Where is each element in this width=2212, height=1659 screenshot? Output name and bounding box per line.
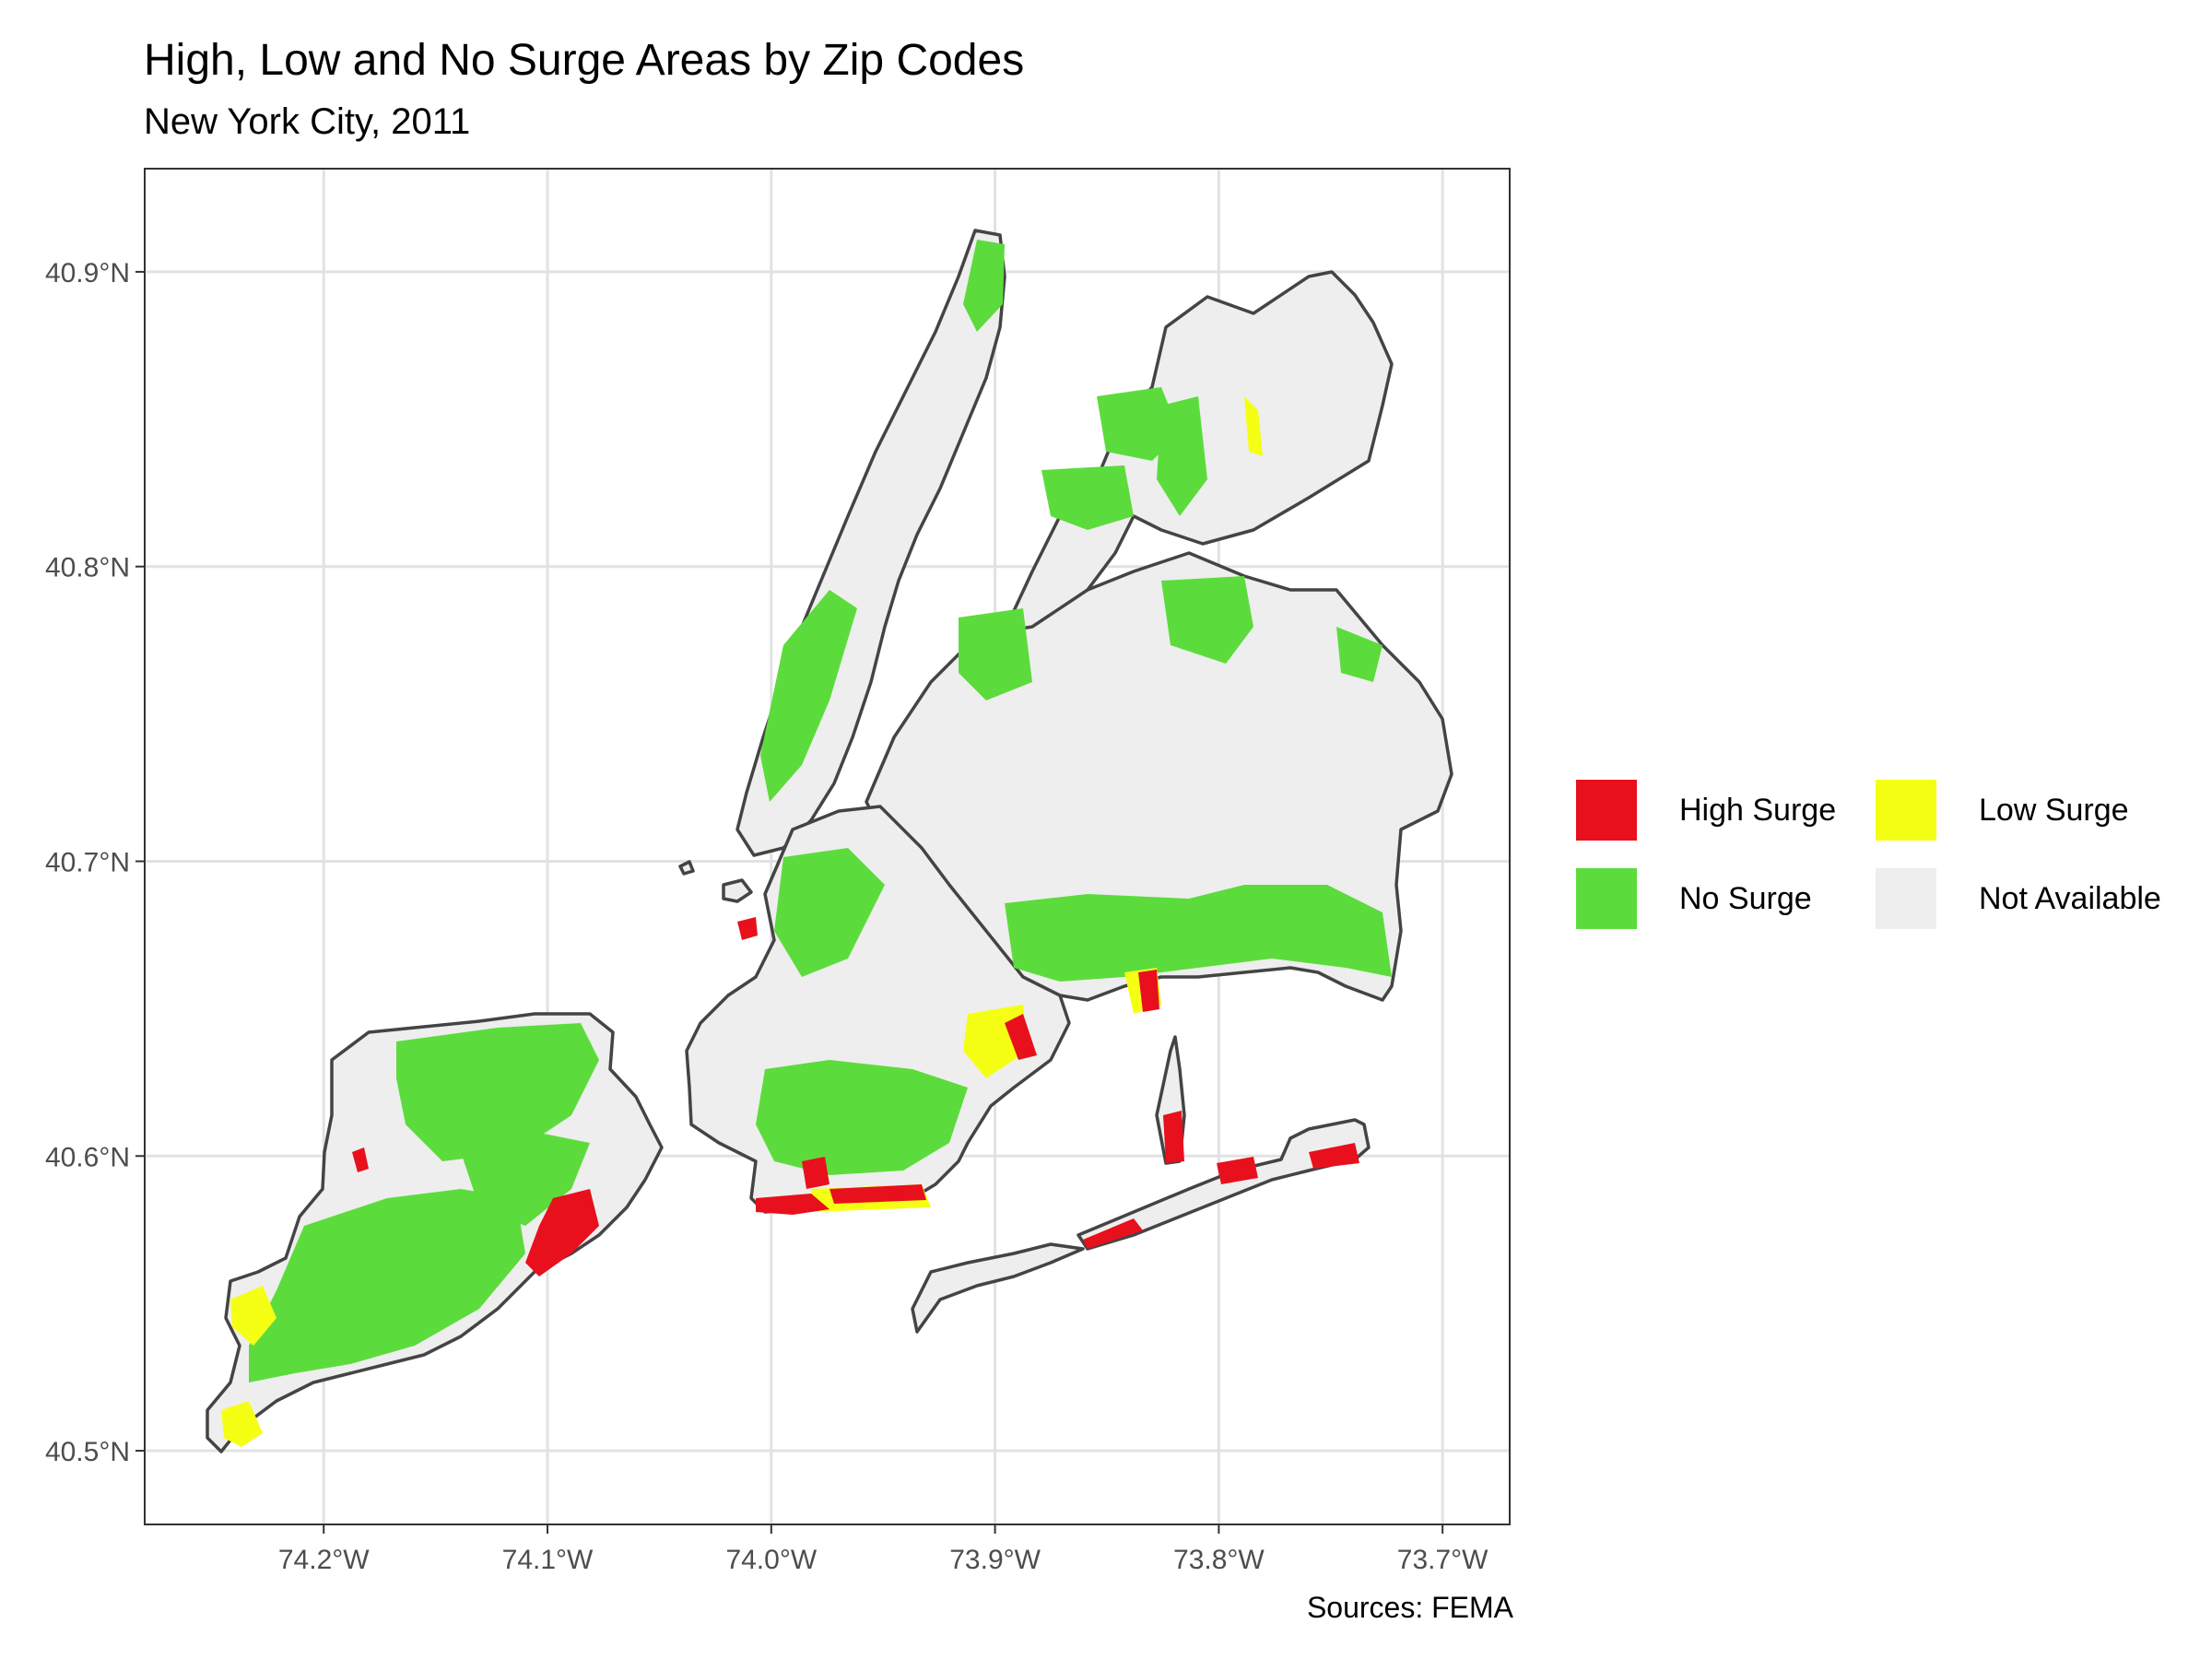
legend-label-not-available: Not Available [1979,880,2161,916]
low-surge-staten-tottenville [221,1401,263,1447]
legend-item-no-surge: No Surge [1576,867,1812,930]
high-surge-rockaway [1083,1218,1143,1249]
no-surge-staten-island-mid [461,1134,590,1226]
high-surge-canarsie [1005,1014,1037,1060]
high-surge-rockaway-east [1217,1157,1258,1184]
axis-ticks: 74.2°W 74.1°W 74.0°W 73.9°W 73.8°W 73.7°W 40.9… [45,258,1488,1575]
x-tick-label: 73.8°W [1173,1545,1265,1575]
no-surge-bronx-west [963,240,1005,332]
x-tick-label: 74.2°W [278,1545,370,1575]
y-tick-label: 40.8°N [45,553,130,583]
x-tick-label: 73.9°W [949,1545,1041,1575]
region-floyd-bennett [911,1242,1085,1334]
legend-label-high-surge: High Surge [1679,792,1837,828]
y-tick-label: 40.7°N [45,847,130,877]
legend-label-low-surge: Low Surge [1979,792,2129,828]
no-surge-bronx-east [1157,396,1207,516]
x-tick-label: 74.0°W [725,1545,817,1575]
legend-swatch-no-surge [1576,868,1637,929]
y-tick-label: 40.6°N [45,1142,130,1172]
no-surge-brooklyn-south [756,1060,968,1175]
high-surge-staten-midland [525,1189,599,1277]
y-tick-label: 40.9°N [45,258,130,288]
legend-item-not-available: Not Available [1876,867,2161,930]
legend-swatch-high-surge [1576,780,1637,841]
high-surge-broad-channel [1163,1111,1184,1163]
map-subtitle: New York City, 2011 [144,101,471,142]
surge-zones [221,240,1392,1447]
high-surge-howard-beach [1138,970,1159,1012]
region-governors-island [722,878,753,903]
no-surge-bronx-south [1041,465,1134,530]
low-surge-staten-southwest [230,1286,276,1346]
high-surge-far-rockaway [1309,1143,1359,1169]
panel-border [144,168,1511,1525]
map-title: High, Low and No Surge Areas by Zip Code… [144,36,1025,85]
legend-swatch-not-available [1876,868,1936,929]
legend-label-no-surge: No Surge [1679,880,1812,916]
high-surge-sheepshead [830,1184,926,1204]
high-surge-red-hook [737,917,758,940]
legend-item-high-surge: High Surge [1576,779,1836,841]
no-surge-staten-island-north [396,1023,599,1161]
x-tick-label: 74.1°W [502,1545,594,1575]
no-surge-brooklyn-north [774,848,885,977]
x-tick-label: 73.7°W [1397,1545,1488,1575]
high-surge-manhattan-beach [802,1157,830,1189]
region-liberty-island [678,860,695,876]
no-surge-queens-ne [1336,627,1382,682]
no-surge-queens-west [959,608,1032,700]
no-surge-manhattan [760,590,857,802]
legend-item-low-surge: Low Surge [1876,779,2129,841]
no-surge-staten-island-south [249,1189,525,1382]
low-surge-bronx-point [1244,396,1263,456]
no-surge-queens-north [1161,576,1253,664]
map-caption: Sources: FEMA [1306,1591,1513,1624]
no-surge-queens-southeast [1005,885,1392,982]
legend-swatch-low-surge [1876,780,1936,841]
y-tick-label: 40.5°N [45,1437,130,1467]
high-surge-staten-north [352,1147,369,1172]
high-surge-coney-island [756,1194,830,1215]
